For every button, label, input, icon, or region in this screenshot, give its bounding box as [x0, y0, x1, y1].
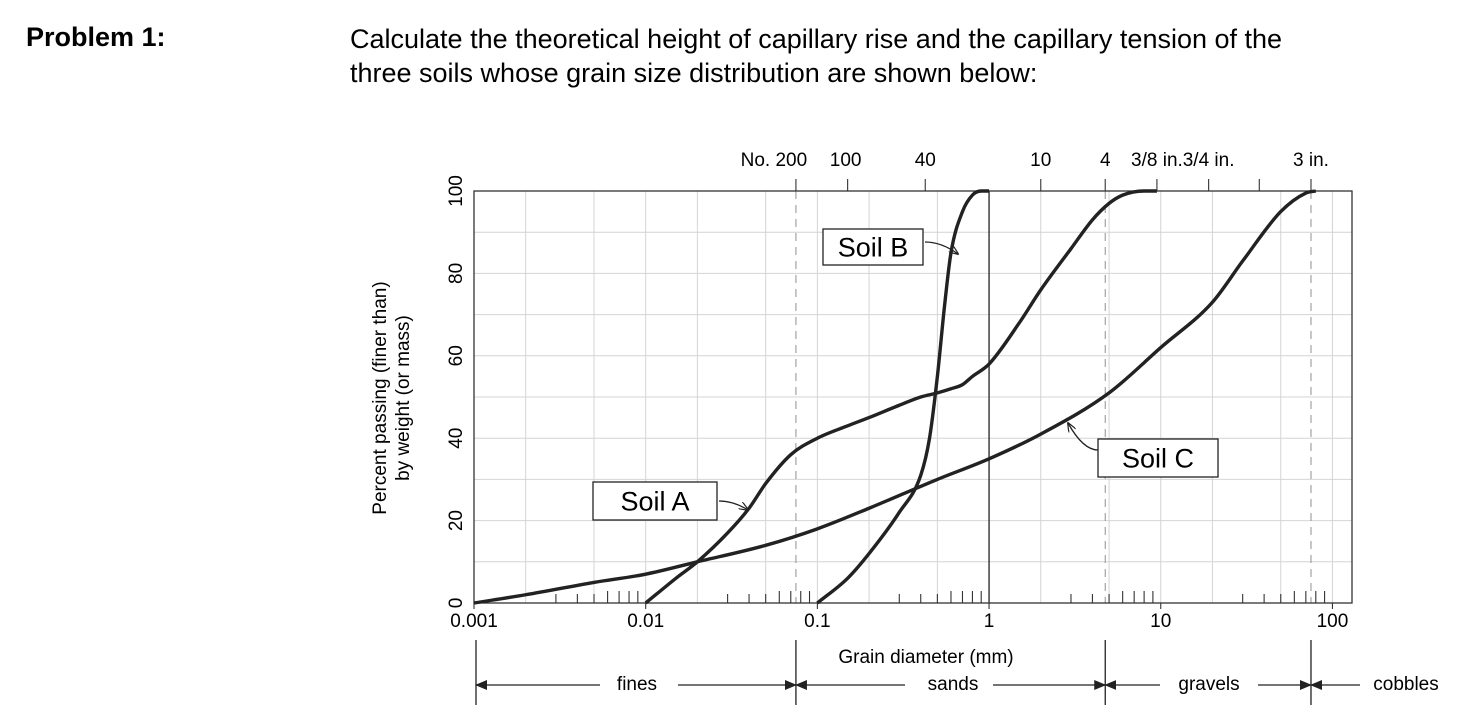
annotation-soil-c: Soil C	[1068, 423, 1219, 478]
y-axis-label-line-1: Percent passing (finer than)	[370, 281, 391, 514]
y-tick-label: 100	[446, 175, 467, 207]
y-tick-label: 20	[446, 510, 467, 531]
plot-frame	[473, 190, 1353, 604]
x-tick-label: 10	[1150, 611, 1171, 632]
problem-label: Problem 1:	[26, 22, 166, 52]
x-axis-label: Grain diameter (mm)	[838, 647, 1013, 668]
annotation-box	[1097, 438, 1219, 478]
x-tick-label: 0.01	[627, 611, 664, 632]
fines-label: fines	[617, 674, 657, 695]
y-axis-label-line-2: by weight (or mass)	[393, 315, 414, 481]
sieve-labels: No. 200 100 40 10 4 3/8 in. 3/4 in. 3 in.	[741, 150, 1329, 171]
annotation-box	[592, 481, 718, 521]
problem-text-line-2: three soils whose grain size distributio…	[350, 58, 1038, 88]
x-tick-label: 1	[984, 611, 995, 632]
y-axis-label: Percent passing (finer than) by weight (…	[370, 281, 414, 514]
curve-soil-b	[816, 189, 990, 605]
sieve-label: 3/8 in.	[1131, 150, 1183, 171]
y-tick-label: 80	[446, 263, 467, 284]
problem-text-line-1: Calculate the theoretical height of capi…	[350, 24, 1283, 54]
sieve-label: No. 200	[741, 150, 808, 171]
gravels-label: gravels	[1178, 674, 1239, 695]
annotation-arrow	[1068, 423, 1099, 451]
annotation-box	[822, 228, 924, 266]
x-tick-label: 0.001	[450, 611, 498, 632]
chart-overlays	[473, 179, 1333, 609]
cobbles-label: cobbles	[1373, 674, 1439, 695]
annotation-label: Soil A	[620, 486, 689, 516]
x-tick-label: 100	[1317, 611, 1349, 632]
y-tick-label: 40	[446, 428, 467, 449]
annotation-soil-b: Soil B	[822, 228, 958, 266]
y-tick-label: 0	[446, 598, 467, 609]
soil-classification-bar: fines sands gravels cobbles	[475, 640, 1439, 705]
curve-annotations: Soil A Soil B Soil C	[592, 228, 1219, 521]
sieve-label: 3 in.	[1293, 150, 1329, 171]
x-tick-labels: 0.001 0.01 0.1 1 10 100	[450, 611, 1348, 632]
sieve-label: 100	[830, 150, 862, 171]
sieve-label: 10	[1030, 150, 1051, 171]
y-tick-labels: 0 20 40 60 80 100	[446, 175, 467, 608]
annotation-soil-a: Soil A	[592, 481, 748, 521]
sieve-label: 3/4 in.	[1183, 150, 1235, 171]
sieve-label: 40	[915, 150, 936, 171]
annotation-arrow	[718, 500, 748, 510]
annotation-label: Soil B	[838, 232, 909, 262]
sands-label: sands	[928, 674, 979, 695]
problem-statement: Calculate the theoretical height of capi…	[350, 22, 1450, 90]
y-tick-label: 60	[446, 345, 467, 366]
x-tick-label: 0.1	[804, 611, 830, 632]
sieve-label: 4	[1100, 150, 1111, 171]
annotation-arrow	[924, 241, 958, 254]
curve-soil-c	[473, 189, 1317, 605]
annotation-label: Soil C	[1122, 443, 1194, 473]
